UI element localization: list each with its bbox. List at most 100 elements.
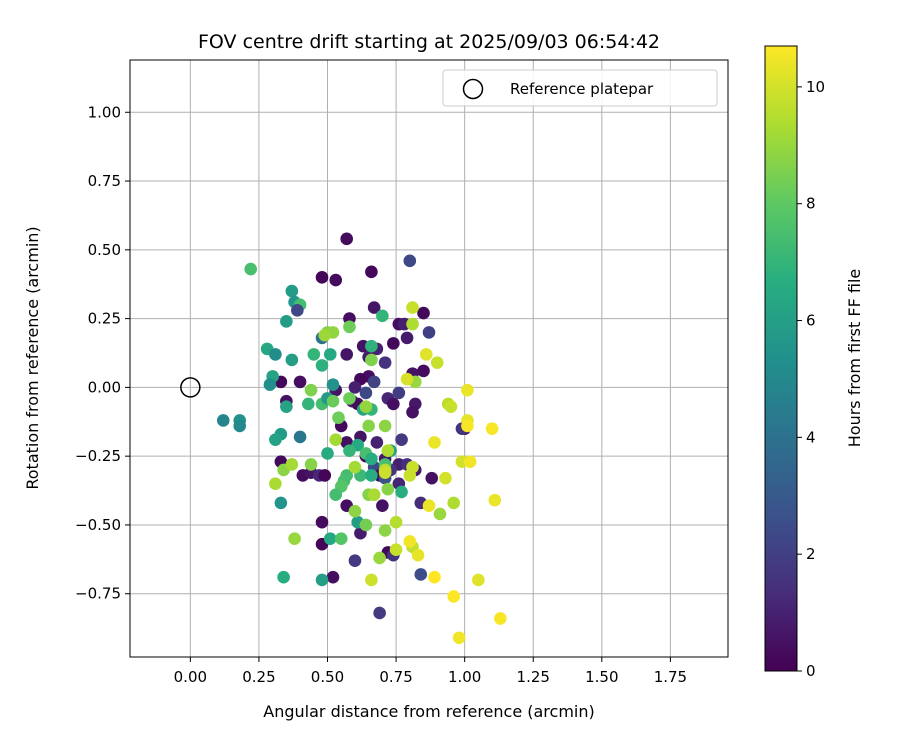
data-point (291, 304, 304, 317)
data-point (343, 320, 356, 334)
legend-label: Reference platepar (510, 80, 654, 98)
data-point (485, 422, 499, 435)
x-tick-label: 1.00 (448, 668, 481, 686)
y-axis-label: Rotation from reference (arcmin) (23, 226, 42, 489)
chart-title: FOV centre drift starting at 2025/09/03 … (198, 31, 660, 53)
x-axis-ticks: 0.00 0.25 0.50 0.75 1.00 1.25 1.50 1.75 (174, 657, 687, 686)
data-point (285, 284, 299, 298)
x-axis-label: Angular distance from reference (arcmin) (263, 702, 594, 721)
data-point (395, 433, 408, 446)
plot-frame (129, 59, 729, 658)
data-point (422, 499, 436, 512)
data-point (269, 477, 282, 490)
data-point (392, 386, 406, 400)
data-point (389, 515, 403, 529)
data-point (447, 496, 460, 510)
data-point (365, 573, 378, 587)
data-point (461, 419, 474, 433)
data-point (428, 570, 441, 584)
colorbar-tick-label: 10 (806, 78, 825, 96)
data-point (332, 411, 345, 424)
y-axis-ticks: 1.00 0.75 0.50 0.25 0.00 −0.25 −0.50 −0.75 (75, 103, 130, 603)
data-point (359, 386, 373, 400)
data-point (329, 488, 343, 501)
data-point (348, 554, 362, 568)
data-point (403, 254, 417, 268)
data-point (378, 524, 392, 537)
data-point (318, 328, 332, 342)
data-point (329, 273, 343, 287)
colorbar-label: Hours from first FF file (845, 269, 864, 448)
data-point (304, 383, 318, 397)
data-point (444, 400, 458, 413)
data-point (387, 337, 400, 350)
data-point (400, 372, 414, 386)
data-point (367, 375, 381, 389)
data-point (348, 504, 362, 518)
data-point (419, 348, 433, 361)
data-point (365, 469, 378, 482)
data-point (263, 378, 277, 391)
x-tick-label: 1.25 (517, 668, 550, 686)
data-point (378, 356, 392, 369)
data-point (376, 499, 389, 512)
data-point (326, 378, 340, 391)
data-point (285, 458, 299, 471)
data-point (269, 433, 282, 446)
y-tick-label: 0.50 (88, 241, 121, 259)
data-point (367, 301, 381, 314)
data-point (389, 543, 403, 557)
data-point (365, 452, 378, 466)
data-point (370, 436, 384, 449)
data-point (417, 364, 430, 378)
y-tick-label: −0.75 (75, 585, 121, 603)
data-point (447, 590, 460, 603)
data-point (315, 271, 329, 284)
data-point (376, 309, 389, 323)
legend-box (442, 69, 718, 107)
colorbar-tick-label: 8 (806, 195, 816, 213)
data-point (433, 507, 447, 521)
data-point (348, 460, 362, 474)
data-point (417, 306, 430, 320)
data-point (326, 394, 340, 408)
x-tick-label: 0.25 (242, 668, 275, 686)
data-point (381, 444, 395, 457)
data-point (439, 471, 452, 485)
data-point (381, 482, 395, 496)
data-point (269, 348, 282, 361)
data-point (365, 353, 378, 367)
data-point (334, 532, 348, 546)
data-point (472, 573, 485, 587)
data-point (293, 375, 307, 389)
y-tick-label: −0.50 (75, 516, 121, 534)
data-point (329, 433, 343, 446)
y-tick-label: −0.25 (75, 447, 121, 465)
data-point (216, 414, 230, 427)
data-point (406, 301, 419, 314)
data-point (315, 573, 329, 587)
data-point (359, 400, 373, 413)
x-tick-label: 1.50 (585, 668, 618, 686)
data-point (365, 339, 378, 353)
data-point (274, 496, 288, 510)
data-points (216, 232, 507, 645)
data-point (403, 469, 417, 482)
data-point (302, 397, 315, 411)
data-point (406, 317, 419, 331)
reference-platepar-point (180, 377, 201, 398)
x-tick-label: 0.50 (311, 668, 344, 686)
data-point (428, 436, 441, 449)
data-point (323, 348, 337, 361)
data-point (488, 493, 502, 507)
data-point (343, 392, 356, 405)
data-point (359, 518, 373, 532)
data-point (494, 612, 507, 625)
colorbar-ticks: 0 2 4 6 8 10 (797, 78, 825, 680)
colorbar-tick-label: 2 (806, 545, 816, 563)
data-point (340, 348, 354, 361)
data-point (244, 262, 257, 276)
data-point (323, 532, 337, 546)
grid-lines (130, 60, 728, 657)
